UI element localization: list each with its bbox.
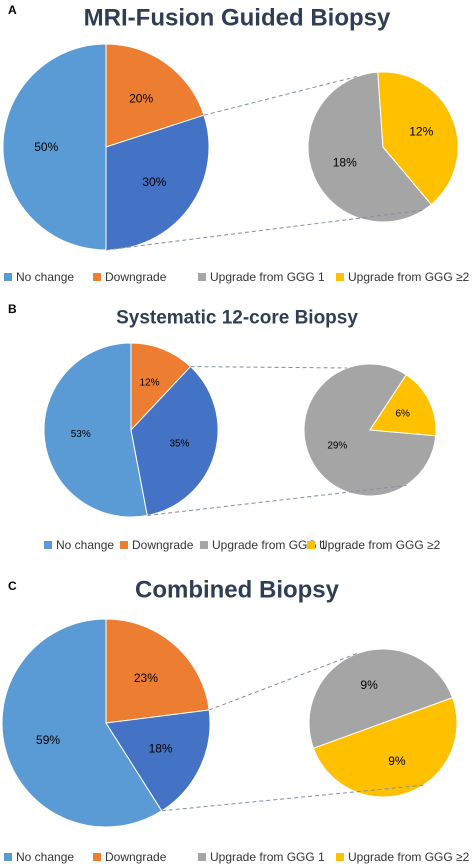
connector-line-bottom <box>147 484 407 516</box>
data-label-no-change: 53% <box>71 429 91 440</box>
legend-swatch-upgrade-from-ggg-1 <box>198 853 206 861</box>
pie-slice-downgrade <box>105 43 205 148</box>
legend-entry-downgrade: Downgrade <box>105 850 167 864</box>
panel-a: A MRI-Fusion Guided Biopsy 50% 20% 30% 18% 12%… <box>2 3 470 284</box>
pie-slice-upgrade <box>130 365 219 517</box>
data-label-upgrade: 30% <box>142 175 166 189</box>
pie-slice-downgrade <box>130 342 192 432</box>
panel-c: C Combined Biopsy 59% 23% 18% 9% 9% No change Do… <box>1 577 470 864</box>
legend-swatch-upgrade-from-ggg-gte2 <box>336 273 344 281</box>
breakdown-slice-upgrade-from-ggg-gte2 <box>377 71 459 206</box>
breakdown-label-upgrade-from-ggg-gte2: 6% <box>395 409 410 420</box>
legend: No change Downgrade Upgrade from GGG 1Upgr… <box>44 538 441 552</box>
connector-line-top <box>190 366 347 369</box>
connector-line-bottom <box>161 784 424 812</box>
legend-swatch-no-change <box>4 273 12 281</box>
legend-entry-downgrade: Downgrade <box>105 270 167 284</box>
breakdown-slice-upgrade-from-ggg-gte2 <box>369 374 437 437</box>
legend-swatch-no-change <box>44 541 52 549</box>
legend-entry-upgrade-from-ggg-gte2: Upgrade from GGG ≥2 <box>348 270 470 284</box>
pie-slice-no-change <box>2 43 107 251</box>
legend-swatch-downgrade <box>93 273 101 281</box>
legend: No change Downgrade Upgrade from GGG 1 Upgr… <box>4 270 470 284</box>
legend-entry-upgrade-from-ggg-gte2: Upgrade from GGG ≥2 <box>348 850 470 864</box>
panel-b: B Systematic 12-core Biopsy 53% 12% 35% 29% 6%… <box>8 302 441 552</box>
connector-line-bottom <box>105 209 425 251</box>
legend-entry-upgrade-from-ggg-1: Upgrade from GGG 1 <box>210 270 325 284</box>
legend-swatch-upgrade-from-ggg-1 <box>200 541 208 549</box>
legend-swatch-downgrade <box>120 541 128 549</box>
breakdown-label-upgrade-from-ggg-gte2: 9% <box>388 754 406 768</box>
data-label-upgrade: 35% <box>169 439 189 450</box>
legend: No change Downgrade Upgrade from GGG 1 Upgr… <box>4 850 470 864</box>
pie-slice-downgrade <box>105 618 210 724</box>
data-label-downgrade: 20% <box>129 92 153 106</box>
breakdown-slice-upgrade-from-ggg-gte2 <box>312 697 458 798</box>
legend-swatch-upgrade-from-ggg-gte2 <box>307 541 315 549</box>
legend-entry-upgrade-from-ggg-1: Upgrade from GGG 1 <box>212 538 327 552</box>
legend-entry-no-change: No change <box>56 538 114 552</box>
pie-slice-no-change <box>43 342 148 518</box>
data-label-no-change: 50% <box>34 140 58 154</box>
pie-slice-no-change <box>1 618 163 828</box>
legend-entry-upgrade-from-ggg-gte2: Upgrade from GGG ≥2 <box>319 538 441 552</box>
breakdown-label-upgrade-from-ggg-1: 9% <box>360 678 378 692</box>
connector-line-top <box>209 652 358 711</box>
legend-swatch-downgrade <box>93 853 101 861</box>
legend-swatch-no-change <box>4 853 12 861</box>
legend-entry-no-change: No change <box>16 270 74 284</box>
panel-letter: B <box>8 302 17 316</box>
data-label-downgrade: 23% <box>134 671 158 685</box>
data-label-no-change: 59% <box>36 733 60 747</box>
legend-swatch-upgrade-from-ggg-gte2 <box>336 853 344 861</box>
breakdown-slice-upgrade-from-ggg-1 <box>308 648 454 749</box>
breakdown-label-upgrade-from-ggg-1: 18% <box>333 155 357 169</box>
legend-entry-upgrade-from-ggg-1: Upgrade from GGG 1 <box>210 850 325 864</box>
breakdown-label-upgrade-from-ggg-gte2: 12% <box>409 125 433 139</box>
breakdown-label-upgrade-from-ggg-1: 29% <box>327 440 347 451</box>
breakdown-slice-upgrade-from-ggg-1 <box>307 71 432 223</box>
chart-title: Combined Biopsy <box>135 577 340 604</box>
legend-swatch-upgrade-from-ggg-1 <box>198 273 206 281</box>
chart-title: Systematic 12-core Biopsy <box>116 308 358 329</box>
data-label-downgrade: 12% <box>140 378 160 389</box>
connector-line-top <box>203 76 357 116</box>
legend-entry-downgrade: Downgrade <box>132 538 194 552</box>
data-label-upgrade: 18% <box>149 742 173 756</box>
chart-title: MRI-Fusion Guided Biopsy <box>84 5 391 32</box>
panel-letter: C <box>8 579 17 593</box>
legend-entry-no-change: No change <box>16 850 74 864</box>
panel-letter: A <box>8 3 17 17</box>
pie-slice-upgrade <box>105 709 211 812</box>
